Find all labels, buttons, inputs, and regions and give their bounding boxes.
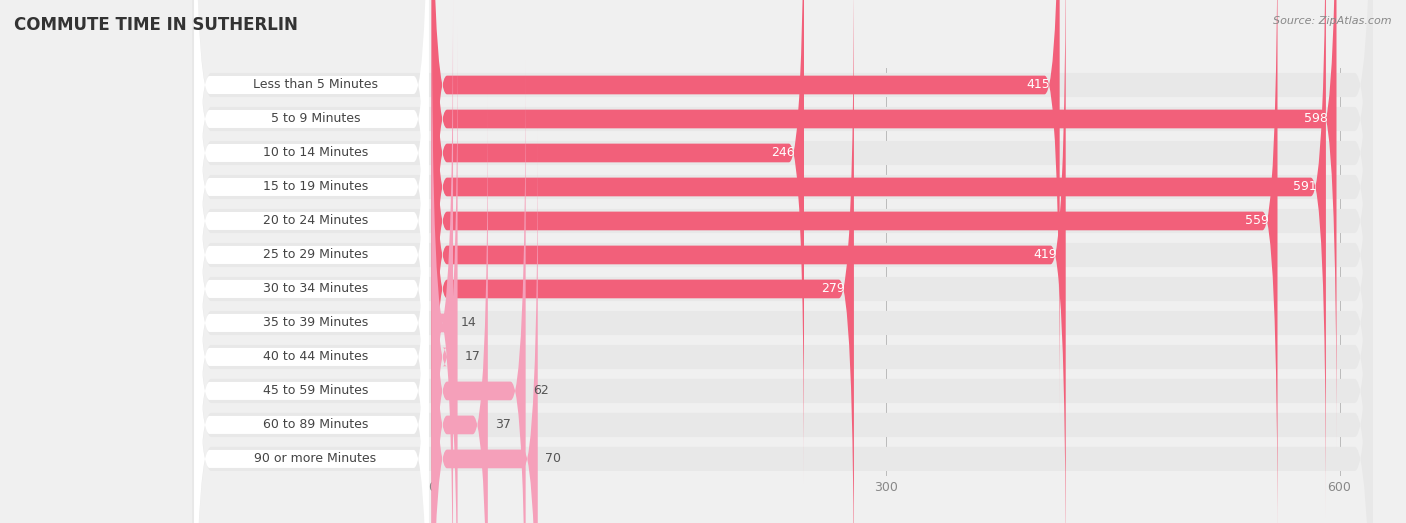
- FancyBboxPatch shape: [193, 0, 1372, 523]
- FancyBboxPatch shape: [432, 0, 804, 484]
- Text: 25 to 29 Minutes: 25 to 29 Minutes: [263, 248, 368, 262]
- Text: 246: 246: [772, 146, 794, 160]
- Text: 40 to 44 Minutes: 40 to 44 Minutes: [263, 350, 368, 363]
- FancyBboxPatch shape: [194, 0, 429, 523]
- FancyBboxPatch shape: [193, 63, 1372, 523]
- Text: 279: 279: [821, 282, 845, 295]
- FancyBboxPatch shape: [194, 60, 429, 523]
- FancyBboxPatch shape: [193, 0, 1372, 523]
- Text: 30 to 34 Minutes: 30 to 34 Minutes: [263, 282, 368, 295]
- FancyBboxPatch shape: [432, 0, 853, 523]
- FancyBboxPatch shape: [194, 0, 429, 484]
- FancyBboxPatch shape: [193, 0, 1372, 523]
- Text: 10 to 14 Minutes: 10 to 14 Minutes: [263, 146, 368, 160]
- Text: 90 or more Minutes: 90 or more Minutes: [254, 452, 377, 465]
- FancyBboxPatch shape: [194, 0, 429, 523]
- FancyBboxPatch shape: [432, 0, 1066, 523]
- Text: 14: 14: [461, 316, 477, 329]
- Text: COMMUTE TIME IN SUTHERLIN: COMMUTE TIME IN SUTHERLIN: [14, 16, 298, 33]
- FancyBboxPatch shape: [193, 0, 1372, 523]
- Text: 419: 419: [1033, 248, 1057, 262]
- FancyBboxPatch shape: [432, 0, 1278, 523]
- Text: 559: 559: [1244, 214, 1268, 228]
- Text: 598: 598: [1303, 112, 1327, 126]
- Text: 5 to 9 Minutes: 5 to 9 Minutes: [270, 112, 360, 126]
- Text: 591: 591: [1294, 180, 1317, 194]
- FancyBboxPatch shape: [432, 0, 1326, 518]
- FancyBboxPatch shape: [194, 94, 429, 523]
- Text: 20 to 24 Minutes: 20 to 24 Minutes: [263, 214, 368, 228]
- FancyBboxPatch shape: [432, 26, 457, 523]
- Text: 62: 62: [533, 384, 548, 397]
- FancyBboxPatch shape: [193, 0, 1372, 523]
- FancyBboxPatch shape: [193, 0, 1372, 523]
- FancyBboxPatch shape: [432, 60, 526, 523]
- FancyBboxPatch shape: [432, 128, 537, 523]
- FancyBboxPatch shape: [432, 0, 1060, 416]
- FancyBboxPatch shape: [193, 29, 1372, 523]
- Text: Less than 5 Minutes: Less than 5 Minutes: [253, 78, 378, 92]
- Text: 37: 37: [495, 418, 512, 431]
- Text: 45 to 59 Minutes: 45 to 59 Minutes: [263, 384, 368, 397]
- Text: 15 to 19 Minutes: 15 to 19 Minutes: [263, 180, 368, 194]
- FancyBboxPatch shape: [194, 0, 429, 450]
- Text: 70: 70: [546, 452, 561, 465]
- FancyBboxPatch shape: [193, 0, 1372, 481]
- FancyBboxPatch shape: [432, 0, 1337, 450]
- FancyBboxPatch shape: [432, 0, 453, 523]
- FancyBboxPatch shape: [194, 0, 429, 523]
- Text: 35 to 39 Minutes: 35 to 39 Minutes: [263, 316, 368, 329]
- Text: 60 to 89 Minutes: 60 to 89 Minutes: [263, 418, 368, 431]
- FancyBboxPatch shape: [194, 0, 429, 523]
- Text: Source: ZipAtlas.com: Source: ZipAtlas.com: [1274, 16, 1392, 26]
- FancyBboxPatch shape: [193, 0, 1372, 523]
- FancyBboxPatch shape: [194, 0, 429, 416]
- FancyBboxPatch shape: [194, 128, 429, 523]
- FancyBboxPatch shape: [193, 0, 1372, 515]
- FancyBboxPatch shape: [194, 26, 429, 523]
- FancyBboxPatch shape: [432, 94, 488, 523]
- Text: 415: 415: [1026, 78, 1050, 92]
- FancyBboxPatch shape: [194, 0, 429, 518]
- Text: 17: 17: [465, 350, 481, 363]
- FancyBboxPatch shape: [193, 0, 1372, 523]
